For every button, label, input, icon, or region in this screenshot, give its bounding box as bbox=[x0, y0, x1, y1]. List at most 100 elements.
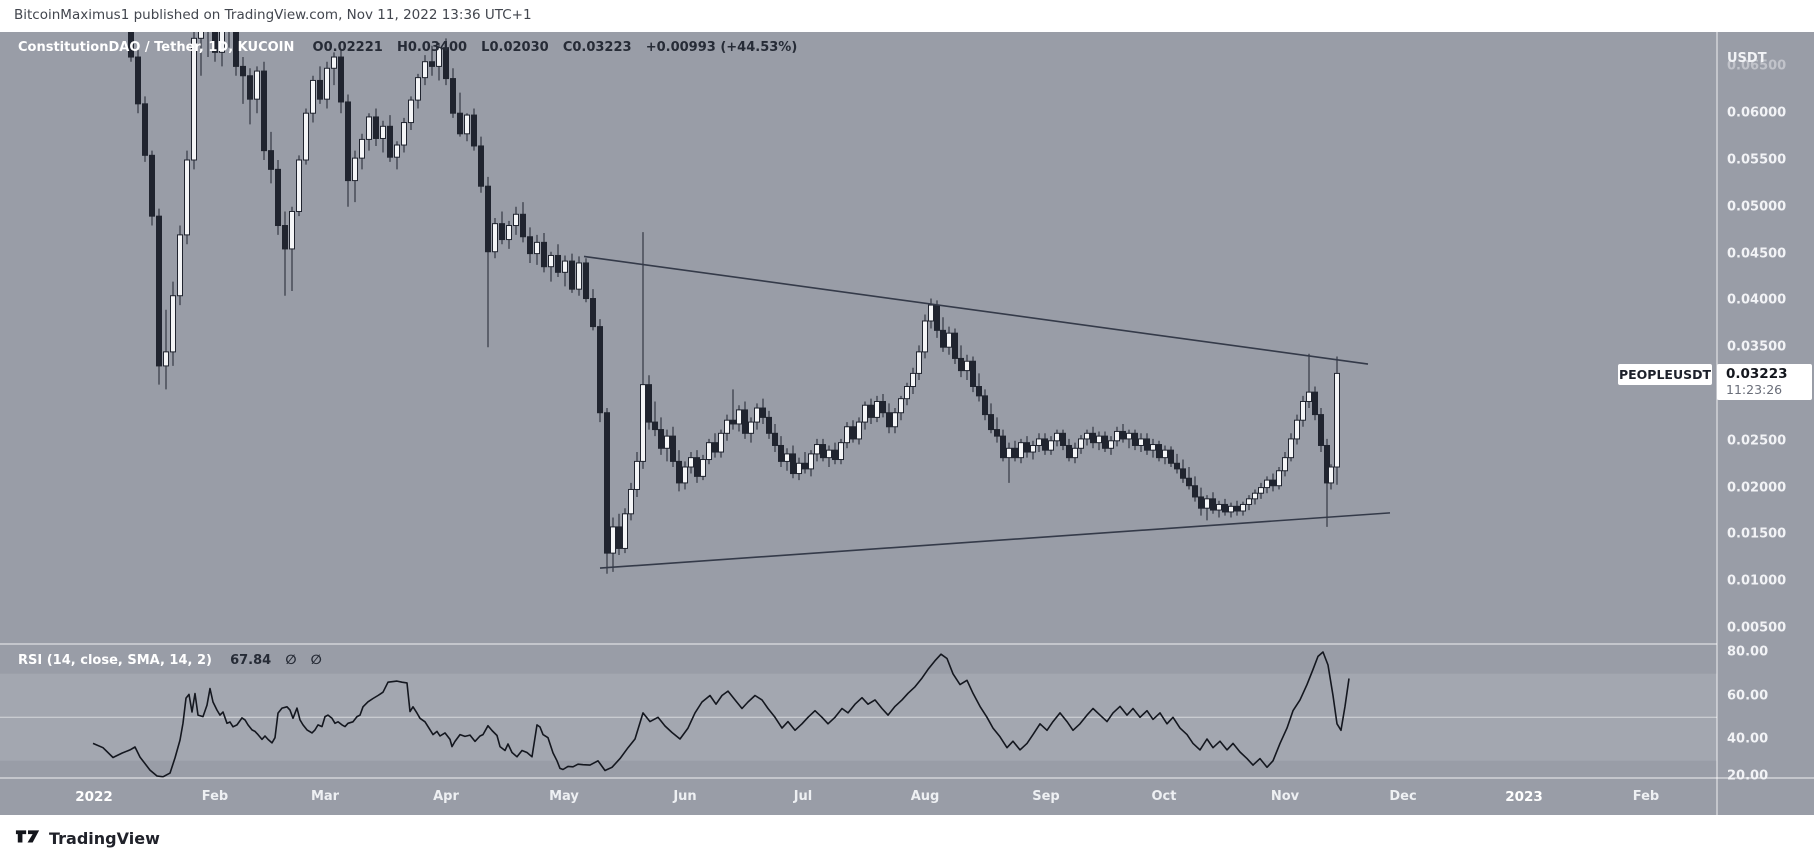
candle-up bbox=[1162, 449, 1168, 459]
price-tick-label: 0.04500 bbox=[1727, 246, 1787, 262]
time-axis-month-label: Aug bbox=[910, 789, 940, 804]
chart-region[interactable]: ConstitutionDAO / Tether, 1D, KUCOIN O0.… bbox=[0, 32, 1814, 815]
candle-down bbox=[1144, 438, 1150, 451]
symbol-name-label: PEOPLEUSDT bbox=[1618, 364, 1712, 385]
candle-down bbox=[958, 357, 964, 372]
current-price-value: 0.03223 bbox=[1726, 366, 1788, 382]
candle-up bbox=[303, 112, 309, 161]
candle-down bbox=[616, 526, 622, 549]
candle-up bbox=[415, 77, 421, 101]
candle-up bbox=[610, 526, 616, 554]
chart-svg[interactable] bbox=[0, 32, 1814, 815]
rsi-tick-label: 20.00 bbox=[1727, 768, 1769, 784]
candle-down bbox=[652, 421, 658, 431]
candle-down bbox=[345, 101, 351, 182]
candle-down bbox=[1120, 430, 1126, 440]
candle-up bbox=[1138, 438, 1144, 446]
candle-down bbox=[676, 460, 682, 484]
candle-down bbox=[1042, 438, 1048, 451]
candle-up bbox=[1048, 440, 1054, 451]
candle-up bbox=[922, 320, 928, 353]
upper-descending-trendline[interactable] bbox=[583, 255, 1369, 365]
candle-down bbox=[443, 47, 449, 80]
candle-up bbox=[754, 407, 760, 423]
lower-ascending-trendline[interactable] bbox=[599, 512, 1391, 569]
candle-down bbox=[988, 414, 994, 431]
candle-down bbox=[247, 75, 253, 100]
candle-down bbox=[694, 457, 700, 477]
candle-down bbox=[590, 298, 596, 328]
tradingview-brand-link[interactable]: TradingView bbox=[15, 825, 160, 851]
candle-up bbox=[1204, 498, 1210, 509]
candle-up bbox=[874, 400, 880, 418]
time-axis-month-label: Jun bbox=[673, 789, 697, 804]
candle-down bbox=[778, 444, 784, 462]
candle-up bbox=[1114, 430, 1120, 442]
candle-down bbox=[268, 150, 274, 170]
candle-up bbox=[184, 159, 190, 236]
time-axis-month-label: Oct bbox=[1151, 789, 1177, 804]
candle-up bbox=[1252, 492, 1258, 500]
candle-down bbox=[1174, 462, 1180, 470]
candle-up bbox=[401, 122, 407, 146]
candle-up bbox=[808, 453, 814, 470]
candle-up bbox=[682, 466, 688, 484]
candle-up bbox=[576, 262, 582, 290]
footer: TradingView bbox=[0, 815, 1814, 861]
candle-up bbox=[1276, 470, 1282, 487]
candle-down bbox=[832, 449, 838, 461]
candle-down bbox=[760, 407, 766, 418]
rsi-value: 67.84 bbox=[230, 653, 272, 668]
rsi-empty-value-2: ∅ bbox=[310, 653, 322, 668]
candle-down bbox=[1234, 505, 1240, 512]
candle-down bbox=[934, 304, 940, 331]
rsi-line bbox=[92, 651, 1350, 778]
legend-change: +0.00993 (+44.53%) bbox=[645, 40, 798, 55]
candle-down bbox=[135, 56, 141, 105]
bar-countdown: 11:23:26 bbox=[1726, 382, 1783, 397]
candle-up bbox=[748, 421, 754, 434]
candle-up bbox=[1030, 444, 1036, 453]
candle-up bbox=[946, 332, 952, 348]
candle-down bbox=[1312, 391, 1318, 416]
candle-down bbox=[485, 185, 491, 253]
legend-open: O0.02221 bbox=[312, 40, 383, 55]
price-scale[interactable]: USDT 0.06500 0.06000 0.05500 0.05000 0.04500… bbox=[1717, 32, 1814, 815]
candle-up bbox=[331, 56, 337, 69]
candle-up bbox=[219, 32, 225, 53]
candle-up bbox=[359, 138, 365, 159]
candle-up bbox=[796, 462, 802, 475]
candle-up bbox=[814, 444, 820, 455]
time-axis-month-label: Feb bbox=[1632, 789, 1660, 804]
candle-up bbox=[1150, 444, 1156, 451]
rsi-legend-title[interactable]: RSI (14, close, SMA, 14, 2) bbox=[18, 653, 212, 668]
candle-down bbox=[149, 154, 155, 217]
time-axis-month-label: May bbox=[549, 789, 579, 804]
candle-up bbox=[640, 384, 646, 462]
candle-down bbox=[240, 65, 246, 77]
candle-up bbox=[310, 79, 316, 114]
candle-up bbox=[910, 372, 916, 388]
symbol-legend-title[interactable]: ConstitutionDAO / Tether, 1D, KUCOIN bbox=[18, 40, 295, 55]
candle-up bbox=[628, 488, 634, 515]
time-axis[interactable]: 2022 Feb Mar Apr May Jun Jul Aug Sep Oct Nov Dec 202… bbox=[0, 778, 1717, 815]
candle-down bbox=[1000, 435, 1006, 459]
candle-down bbox=[457, 112, 463, 135]
candle-down bbox=[128, 32, 134, 58]
candle-down bbox=[1198, 496, 1204, 509]
candle-down bbox=[1270, 479, 1276, 487]
candle-down bbox=[338, 56, 344, 103]
candle-down bbox=[478, 145, 484, 187]
candle-down bbox=[670, 435, 676, 462]
candle-up bbox=[513, 213, 519, 227]
candle-down bbox=[1060, 432, 1066, 446]
candle-up bbox=[1054, 432, 1060, 442]
price-tick-label: 0.02500 bbox=[1727, 433, 1787, 449]
candle-down bbox=[742, 409, 748, 434]
rsi-empty-value-1: ∅ bbox=[285, 653, 297, 668]
candle-up bbox=[1294, 419, 1300, 440]
candle-down bbox=[597, 326, 603, 414]
candle-down bbox=[646, 384, 652, 423]
candle-up bbox=[784, 453, 790, 462]
price-tick-label: 0.02000 bbox=[1727, 480, 1787, 496]
